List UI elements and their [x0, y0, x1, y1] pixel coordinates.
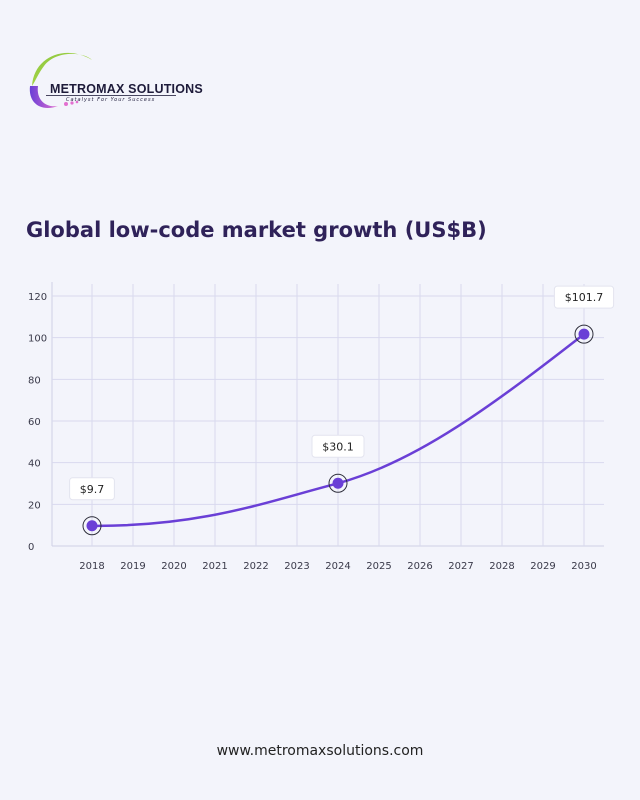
- x-axis-ticks: 2018 2019 2020 2021 2022 2023 2024 2025 2026 2027…: [79, 561, 596, 572]
- data-label-box: [553, 285, 615, 309]
- data-point: [578, 328, 590, 340]
- x-tick-label: 2021: [202, 561, 227, 572]
- x-tick-label: 2030: [571, 561, 596, 572]
- data-point: [86, 520, 98, 532]
- data-label: $30.1: [322, 440, 354, 453]
- data-label: $9.7: [80, 483, 105, 496]
- line-chart: 0 20 40 60 80 100 120 2018 2019 2020 2021 2022 2023…: [28, 282, 615, 572]
- chart-title: Global low-code market growth (US$B): [26, 218, 487, 242]
- x-tick-label: 2019: [120, 561, 145, 572]
- y-tick-label: 60: [28, 417, 41, 428]
- x-tick-label: 2028: [489, 561, 514, 572]
- brand-name: METROMAX SOLUTIONS: [50, 82, 203, 96]
- y-tick-label: 80: [28, 375, 41, 386]
- y-tick-label: 20: [28, 500, 41, 511]
- x-tick-label: 2026: [407, 561, 432, 572]
- y-tick-label: 120: [28, 292, 47, 303]
- data-point-ring: [574, 324, 594, 344]
- y-tick-label: 100: [28, 334, 47, 345]
- y-tick-label: 0: [28, 542, 34, 553]
- logo-swoosh-icon: [29, 52, 176, 108]
- chart-grid: [51, 282, 604, 547]
- x-tick-label: 2027: [448, 561, 473, 572]
- y-axis-ticks: 0 20 40 60 80 100 120: [28, 292, 47, 553]
- brand-logo: METROMAX SOLUTIONS Catalyst For Your Suc…: [26, 46, 203, 116]
- x-tick-label: 2024: [325, 561, 350, 572]
- x-tick-label: 2025: [366, 561, 391, 572]
- x-tick-label: 2023: [284, 561, 309, 572]
- data-point: [332, 477, 344, 489]
- data-label-box: [311, 434, 365, 458]
- x-tick-label: 2020: [161, 561, 186, 572]
- data-label-box: [69, 477, 115, 501]
- y-tick-label: 40: [28, 459, 41, 470]
- data-points: $9.7 $30.1 $101.7: [69, 285, 615, 536]
- brand-tagline: Catalyst For Your Success: [66, 97, 156, 103]
- x-tick-label: 2029: [530, 561, 555, 572]
- data-point-ring: [82, 516, 102, 536]
- x-tick-label: 2018: [79, 561, 104, 572]
- data-point-ring: [328, 473, 348, 493]
- website-url[interactable]: www.metromaxsolutions.com: [216, 743, 424, 759]
- x-tick-label: 2022: [243, 561, 268, 572]
- data-label: $101.7: [565, 291, 604, 304]
